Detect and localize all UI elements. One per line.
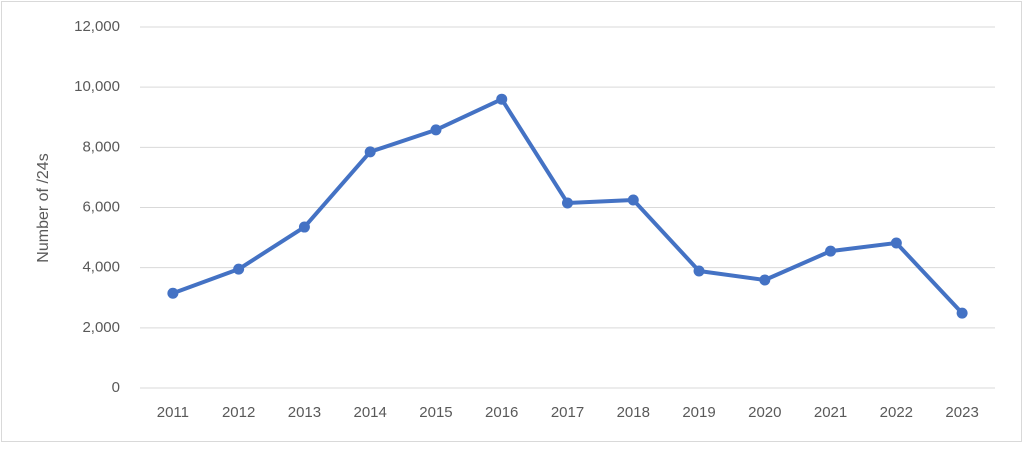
x-tick-label: 2020	[748, 404, 781, 421]
y-tick-label: 0	[112, 379, 120, 396]
data-point	[496, 93, 508, 105]
data-point	[298, 221, 310, 233]
data-point	[825, 245, 837, 257]
x-tick-label: 2019	[682, 404, 715, 421]
y-tick-label: 4,000	[82, 259, 120, 276]
y-tick-label: 12,000	[74, 18, 120, 35]
data-point	[364, 146, 376, 158]
x-tick-label: 2014	[354, 404, 387, 421]
x-tick-label: 2017	[551, 404, 584, 421]
x-tick-label: 2018	[617, 404, 650, 421]
x-tick-label: 2016	[485, 404, 518, 421]
x-tick-label: 2012	[222, 404, 255, 421]
y-axis-label: Number of /24s	[35, 153, 52, 262]
x-tick-label: 2011	[157, 404, 189, 421]
x-tick-label: 2022	[880, 404, 913, 421]
data-point	[627, 194, 639, 206]
x-tick-label: 2015	[419, 404, 452, 421]
data-point	[890, 237, 902, 249]
data-point	[562, 197, 573, 209]
data-point	[759, 274, 771, 286]
y-tick-label: 10,000	[74, 78, 120, 95]
x-tick-label: 2021	[814, 404, 847, 421]
data-point	[430, 124, 442, 136]
y-tick-label: 2,000	[82, 319, 120, 336]
chart-frame	[1, 1, 1022, 442]
y-tick-label: 8,000	[82, 138, 120, 155]
data-point	[233, 263, 245, 275]
data-point	[167, 287, 179, 299]
data-point	[956, 307, 968, 319]
data-point	[693, 265, 705, 277]
x-tick-label: 2023	[945, 404, 978, 421]
x-tick-label: 2013	[288, 404, 321, 421]
y-tick-label: 6,000	[82, 198, 120, 215]
